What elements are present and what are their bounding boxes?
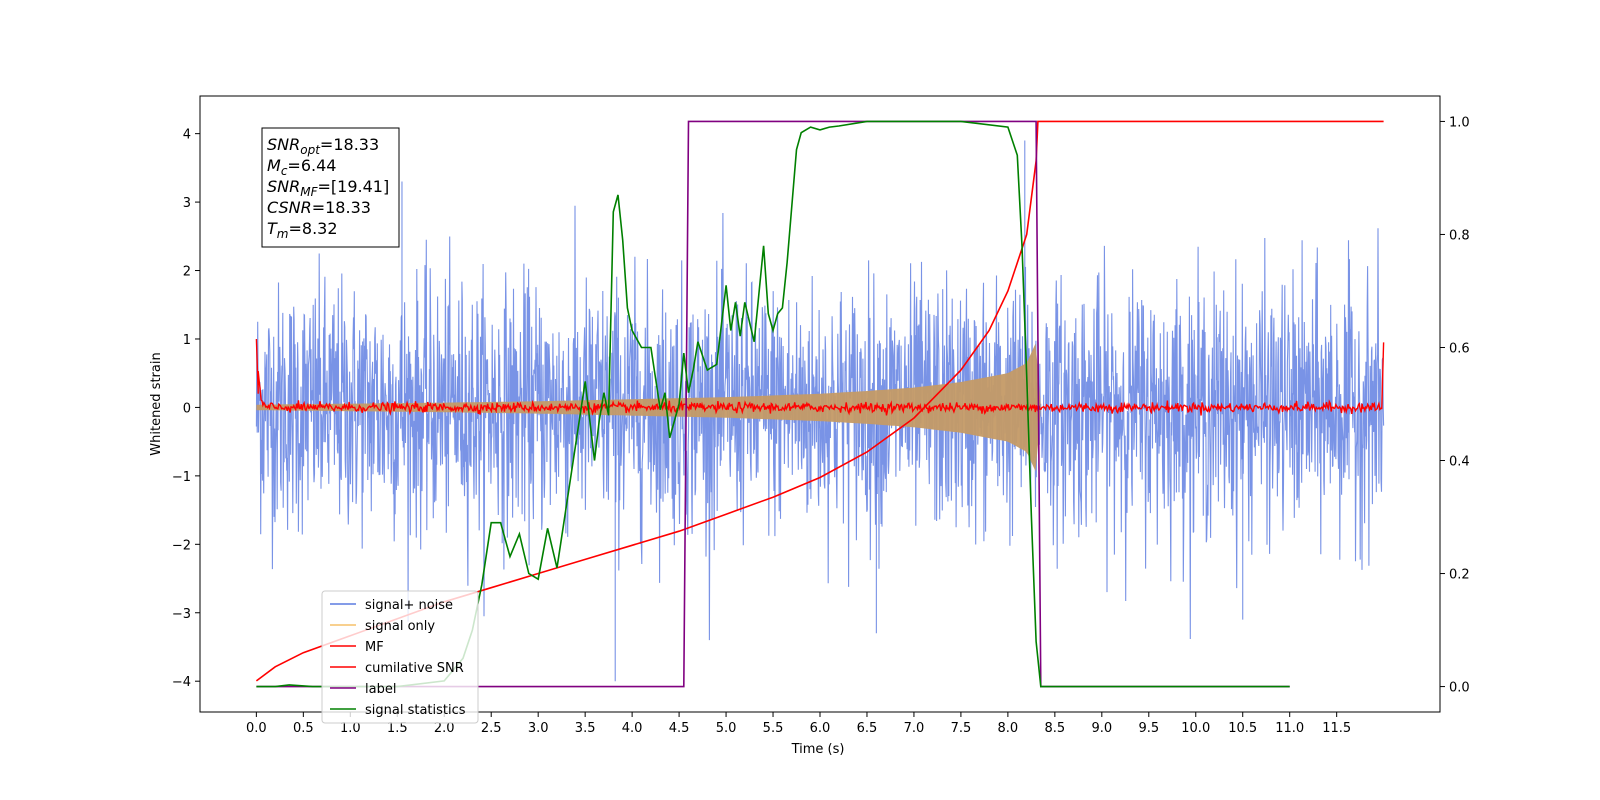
- y-tick-label: 2: [183, 265, 191, 280]
- info-box-frame: [261, 127, 400, 248]
- info-box-line: CSNR=18.33: [267, 198, 371, 217]
- series-mf: [255, 338, 1385, 416]
- x-tick-label: 3.5: [575, 721, 596, 736]
- info-box-line: Tm=8.32: [267, 219, 338, 241]
- x-tick-label: 2.0: [434, 721, 455, 736]
- axes-layer: 0.0 0.5 1.0 1.5 2.0 2.5 3.0 3.5 4.0 4.5 5.0 5.5 6.0 6…: [172, 115, 1470, 736]
- info-box-line: Mc=6.44: [267, 156, 336, 178]
- y-tick-label: 4: [183, 128, 191, 143]
- x-tick-label: 5.0: [716, 721, 737, 736]
- y-tick-label: −1: [172, 470, 191, 485]
- x-tick-label: 1.0: [340, 721, 361, 736]
- y-tick-label: 1: [183, 333, 191, 348]
- y-tick-label: 0: [183, 401, 191, 416]
- x-tick-label: 0.5: [293, 721, 314, 736]
- y-tick-label: −4: [172, 675, 191, 690]
- legend-entry: signal statistics: [365, 703, 466, 718]
- x-tick-label: 10.0: [1181, 721, 1210, 736]
- y-tick-label: −3: [172, 607, 191, 622]
- legend-entry: signal+ noise: [365, 598, 453, 613]
- legend: signal+ noise signal only MF cumilative SNR…: [321, 590, 479, 724]
- legend-entry: cumilative SNR: [365, 661, 464, 676]
- x-tick-label: 4.5: [669, 721, 690, 736]
- y-tick-label: 3: [183, 196, 191, 211]
- y-axis-label: Whitened strain: [149, 352, 164, 455]
- y2-tick-label: 1.0: [1449, 115, 1470, 130]
- legend-entry: label: [365, 682, 396, 697]
- x-tick-label: 4.0: [622, 721, 643, 736]
- y2-tick-label: 0.0: [1449, 681, 1470, 696]
- x-tick-label: 0.0: [246, 721, 267, 736]
- x-tick-label: 9.0: [1091, 721, 1112, 736]
- x-tick-label: 8.5: [1045, 721, 1066, 736]
- x-tick-label: 11.0: [1275, 721, 1304, 736]
- series-signal-only: [256, 343, 1041, 472]
- x-tick-label: 3.0: [528, 721, 549, 736]
- x-tick-label: 9.5: [1138, 721, 1159, 736]
- x-tick-label: 5.5: [763, 721, 784, 736]
- x-tick-label: 1.5: [387, 721, 408, 736]
- info-box-line: SNRMF=[19.41]: [267, 177, 389, 199]
- y2-tick-label: 0.8: [1449, 228, 1470, 243]
- x-tick-label: 8.0: [998, 721, 1019, 736]
- info-box-line: SNRopt=18.33: [267, 135, 379, 157]
- x-tick-label: 6.5: [857, 721, 878, 736]
- x-tick-label: 11.5: [1322, 721, 1351, 736]
- x-axis-label: Time (s): [791, 742, 845, 757]
- x-tick-label: 2.5: [481, 721, 502, 736]
- x-tick-label: 7.0: [904, 721, 925, 736]
- series-signal-statistics: [256, 120, 1290, 688]
- y-tick-label: −2: [172, 538, 191, 553]
- y2-tick-label: 0.6: [1449, 341, 1470, 356]
- y2-tick-label: 0.4: [1449, 455, 1470, 470]
- legend-entry: signal only: [365, 619, 435, 634]
- legend-frame: [321, 590, 479, 724]
- series-layer: [255, 120, 1385, 688]
- y2-tick-label: 0.2: [1449, 568, 1470, 583]
- x-tick-label: 7.5: [951, 721, 972, 736]
- x-tick-label: 6.0: [810, 721, 831, 736]
- legend-entry: MF: [365, 640, 384, 655]
- x-tick-label: 10.5: [1228, 721, 1257, 736]
- info-box: SNRopt=18.33Mc=6.44SNRMF=[19.41]CSNR=18.…: [261, 127, 400, 248]
